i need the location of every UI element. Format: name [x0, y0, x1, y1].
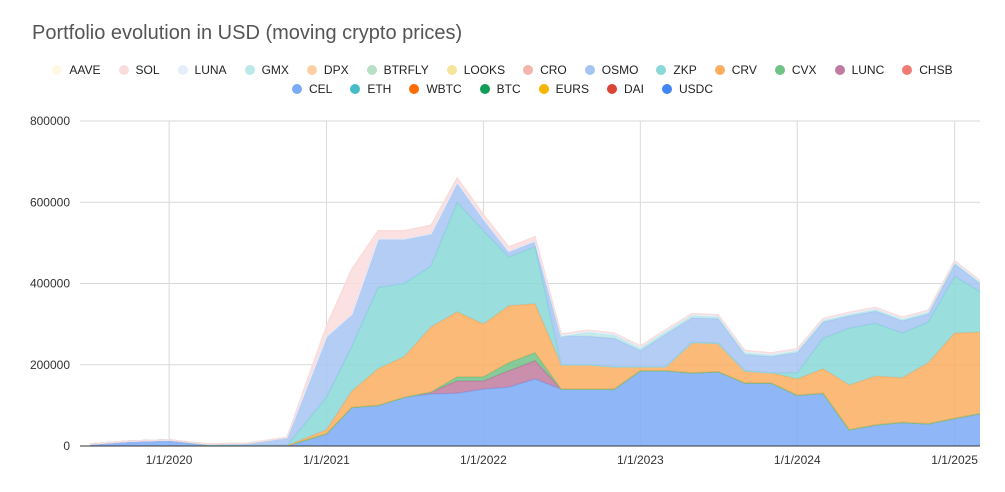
- legend-label: CHSB: [919, 63, 953, 77]
- legend-item-osmo[interactable]: OSMO: [584, 63, 639, 77]
- legend-item-eth[interactable]: ETH: [350, 82, 391, 96]
- area-osmo: [90, 181, 980, 446]
- chart-title: Portfolio evolution in USD (moving crypt…: [32, 22, 463, 44]
- legend-item-cvx[interactable]: CVX: [774, 63, 817, 77]
- legend-label: DPX: [323, 63, 349, 77]
- legend-label: DAI: [623, 82, 644, 96]
- legend-item-aave[interactable]: AAVE: [52, 63, 101, 77]
- legend-label: AAVE: [69, 63, 101, 77]
- area-zkp: [90, 202, 980, 446]
- legend-swatch: [584, 65, 595, 75]
- legend-swatch: [306, 65, 317, 75]
- legend-label: LUNA: [194, 63, 227, 77]
- y-tick-label: 800000: [30, 114, 70, 128]
- legend-label: BTRFLY: [383, 63, 429, 77]
- legend-item-eurs[interactable]: EURS: [538, 82, 589, 96]
- legend-swatch: [902, 65, 913, 75]
- legend-swatch: [538, 84, 549, 94]
- legend-label: USDC: [679, 82, 714, 96]
- legend-item-zkp[interactable]: ZKP: [656, 63, 697, 77]
- legend-item-cro[interactable]: CRO: [523, 63, 567, 77]
- legend-item-sol[interactable]: SOL: [118, 63, 160, 77]
- area-crv: [90, 303, 980, 446]
- legend-item-chsb[interactable]: CHSB: [902, 63, 953, 77]
- legend-swatch: [52, 65, 63, 75]
- legend-swatch: [714, 65, 725, 75]
- line-sol: [89, 176, 981, 445]
- legend-item-usdc[interactable]: USDC: [662, 82, 713, 96]
- legend-label: EURS: [555, 82, 589, 96]
- legend-item-gmx[interactable]: GMX: [244, 63, 289, 77]
- legend-swatch: [606, 84, 617, 94]
- area-cel: [90, 370, 980, 446]
- y-tick-label: 600000: [30, 195, 70, 209]
- legend-label: LUNC: [851, 63, 885, 77]
- x-tick-label: 1/1/2021: [303, 453, 350, 467]
- legend-label: CVX: [791, 63, 817, 77]
- x-tick-label: 1/1/2020: [146, 453, 193, 467]
- y-tick-label: 0: [63, 439, 70, 453]
- legend-item-luna[interactable]: LUNA: [177, 63, 227, 77]
- legend-label: BTC: [496, 82, 521, 96]
- legend-label: LOOKS: [463, 63, 506, 77]
- legend-item-dai[interactable]: DAI: [606, 82, 644, 96]
- legend-swatch: [774, 65, 785, 75]
- legend-swatch: [118, 65, 129, 75]
- legend-item-btrfly[interactable]: BTRFLY: [366, 63, 429, 77]
- legend-label: CRV: [731, 63, 757, 77]
- legend-label: WBTC: [426, 82, 462, 96]
- x-tick-label: 1/1/2025: [931, 453, 978, 467]
- legend-label: OSMO: [601, 63, 639, 77]
- legend-item-cel[interactable]: CEL: [291, 82, 333, 96]
- legend-swatch: [366, 65, 377, 75]
- legend-item-wbtc[interactable]: WBTC: [409, 82, 462, 96]
- legend-label: GMX: [261, 63, 289, 77]
- legend-label: CEL: [308, 82, 333, 96]
- legend-row: CEL ETH WBTC BTC EURS DAI USDC: [0, 82, 1005, 96]
- legend-swatch: [662, 84, 672, 94]
- x-tick-label: 1/1/2023: [617, 453, 664, 467]
- legend-swatch: [291, 84, 302, 94]
- y-tick-label: 200000: [30, 358, 70, 372]
- legend-item-dpx[interactable]: DPX: [306, 63, 349, 77]
- legend-swatch: [409, 84, 420, 94]
- x-tick-label: 1/1/2022: [460, 453, 507, 467]
- legend-swatch: [834, 65, 845, 75]
- area-lunc: [90, 360, 980, 446]
- legend-swatch: [177, 65, 188, 75]
- legend-item-btc[interactable]: BTC: [479, 82, 521, 96]
- legend-label: ETH: [367, 82, 392, 96]
- y-tick-label: 400000: [30, 277, 70, 291]
- legend-row: AAVE SOL LUNA GMX DPX BTRFLY LOOKS CRO OSMO ZKP CR…: [0, 63, 1005, 77]
- legend-label: ZKP: [673, 63, 697, 77]
- legend-swatch: [244, 65, 255, 75]
- legend-item-lunc[interactable]: LUNC: [834, 63, 885, 77]
- legend-swatch: [656, 65, 667, 75]
- legend-label: SOL: [135, 63, 160, 77]
- legend-swatch: [446, 65, 457, 75]
- legend-item-looks[interactable]: LOOKS: [446, 63, 506, 77]
- legend-item-crv[interactable]: CRV: [714, 63, 757, 77]
- legend-swatch: [479, 84, 490, 94]
- legend-label: CRO: [540, 63, 567, 77]
- x-tick-label: 1/1/2024: [774, 453, 821, 467]
- legend-swatch: [350, 84, 361, 94]
- legend-swatch: [523, 65, 534, 75]
